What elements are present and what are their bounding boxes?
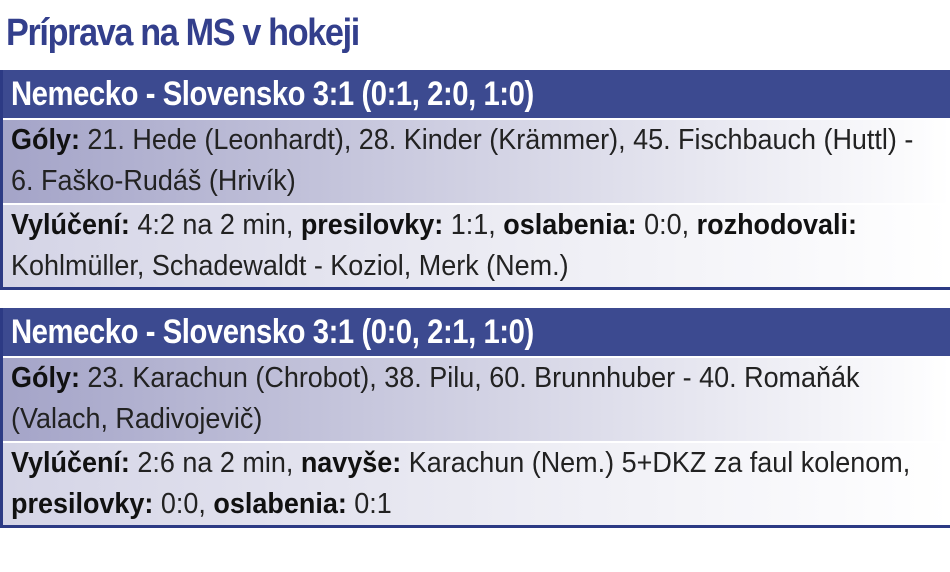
match-box-2: Nemecko - Slovensko 3:1 (0:0, 2:1, 1:0) …	[0, 308, 950, 528]
goals-label: Góly:	[11, 124, 80, 156]
match-box-1: Nemecko - Slovensko 3:1 (0:1, 2:0, 1:0) …	[0, 70, 950, 290]
goals-row: Góly: 23. Karachun (Chrobot), 38. Pilu, …	[3, 358, 950, 441]
penalties-row: Vylúčení: 2:6 na 2 min, navyše: Karachun…	[3, 443, 950, 525]
penalties-label: Vylúčení:	[11, 447, 130, 479]
referees-text: Kohlmüller, Schadewaldt - Koziol, Merk (…	[11, 250, 569, 282]
goals-label: Góly:	[11, 362, 80, 394]
penalties-label: Vylúčení:	[11, 209, 130, 241]
referees-label: rozhodovali:	[696, 209, 857, 241]
page-title: Príprava na MS v hokeji	[6, 12, 360, 54]
goals-text: 23. Karachun (Chrobot), 38. Pilu, 60. Br…	[11, 362, 860, 435]
penalties-row: Vylúčení: 4:2 na 2 min, presilovky: 1:1,…	[3, 205, 950, 287]
goals-row: Góly: 21. Hede (Leonhardt), 28. Kinder (…	[3, 120, 950, 203]
goals-text: 21. Hede (Leonhardt), 28. Kinder (Krämme…	[11, 124, 914, 197]
match-header: Nemecko - Slovensko 3:1 (0:0, 2:1, 1:0)	[3, 308, 950, 356]
match-header: Nemecko - Slovensko 3:1 (0:1, 2:0, 1:0)	[3, 70, 950, 118]
